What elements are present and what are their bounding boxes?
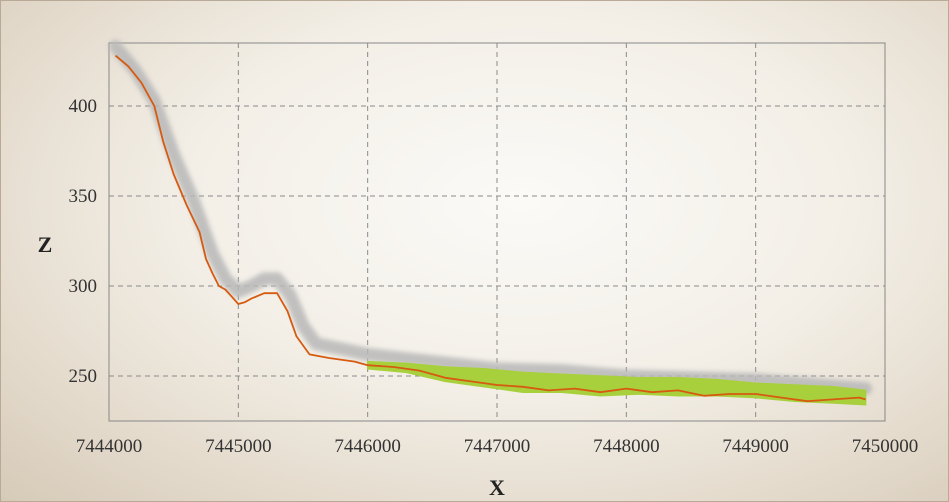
grid	[109, 43, 885, 421]
x-tick-label: 7447000	[464, 436, 531, 457]
y-tick-label: 300	[69, 276, 98, 297]
series-layer	[109, 40, 873, 406]
y-axis-ticks: 250 300 350 400	[69, 96, 98, 387]
x-axis-label: X	[489, 475, 505, 500]
upper-profile-band	[109, 40, 873, 396]
x-tick-label: 7445000	[205, 436, 272, 457]
y-tick-label: 250	[69, 366, 98, 387]
orange-profile-line	[114, 54, 866, 403]
x-tick-label: 7446000	[334, 436, 401, 457]
y-axis-label: Z	[38, 232, 53, 257]
x-tick-label: 7450000	[852, 436, 919, 457]
x-axis-ticks: 7444000 7445000 7446000 7447000 7448000 74490…	[76, 436, 919, 457]
y-tick-label: 400	[69, 96, 98, 117]
x-tick-label: 7448000	[593, 436, 660, 457]
y-tick-label: 350	[69, 186, 98, 207]
x-tick-label: 7444000	[76, 436, 143, 457]
x-tick-label: 7449000	[722, 436, 789, 457]
